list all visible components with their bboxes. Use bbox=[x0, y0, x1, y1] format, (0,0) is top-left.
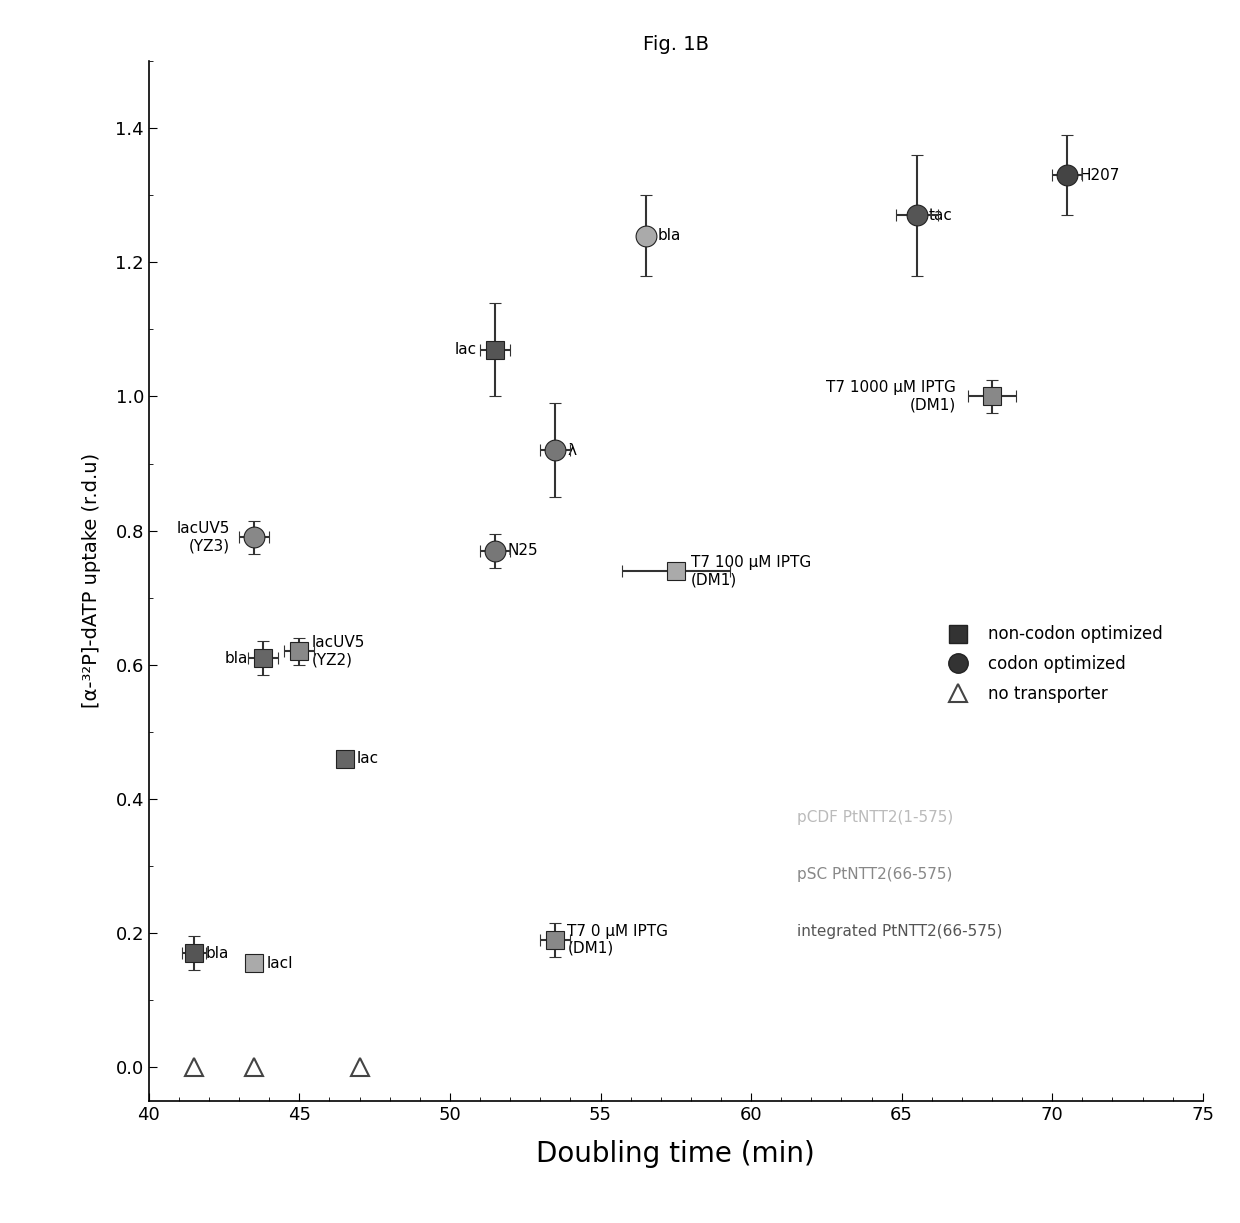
Text: lac: lac bbox=[455, 342, 477, 357]
Text: T7 1000 μM IPTG
(DM1): T7 1000 μM IPTG (DM1) bbox=[826, 380, 956, 412]
Text: lacI: lacI bbox=[267, 955, 293, 971]
Text: T7 100 μM IPTG
(DM1): T7 100 μM IPTG (DM1) bbox=[691, 555, 811, 587]
Text: bla: bla bbox=[657, 227, 681, 243]
Text: lac: lac bbox=[357, 751, 378, 766]
Text: H207: H207 bbox=[1079, 168, 1120, 182]
Text: integrated PtNTT2(66-575): integrated PtNTT2(66-575) bbox=[797, 925, 1002, 939]
Text: pSC PtNTT2(66-575): pSC PtNTT2(66-575) bbox=[797, 867, 952, 882]
Text: T7 0 μM IPTG
(DM1): T7 0 μM IPTG (DM1) bbox=[568, 923, 668, 956]
Text: lacUV5
(YZ2): lacUV5 (YZ2) bbox=[311, 635, 365, 668]
Text: bla: bla bbox=[206, 945, 229, 960]
Legend: non-codon optimized, codon optimized, no transporter: non-codon optimized, codon optimized, no… bbox=[941, 625, 1163, 703]
Text: pCDF PtNTT2(1-575): pCDF PtNTT2(1-575) bbox=[797, 810, 954, 824]
Title: Fig. 1B: Fig. 1B bbox=[642, 35, 709, 54]
Text: N25: N25 bbox=[507, 543, 538, 558]
Text: λ: λ bbox=[568, 443, 577, 457]
Text: lacUV5
(YZ3): lacUV5 (YZ3) bbox=[177, 521, 231, 554]
X-axis label: Doubling time (min): Doubling time (min) bbox=[537, 1140, 815, 1168]
Y-axis label: [α-³²P]-dATP uptake (r.d.u): [α-³²P]-dATP uptake (r.d.u) bbox=[82, 454, 102, 708]
Text: bla: bla bbox=[224, 651, 248, 665]
Text: tac: tac bbox=[929, 208, 952, 223]
